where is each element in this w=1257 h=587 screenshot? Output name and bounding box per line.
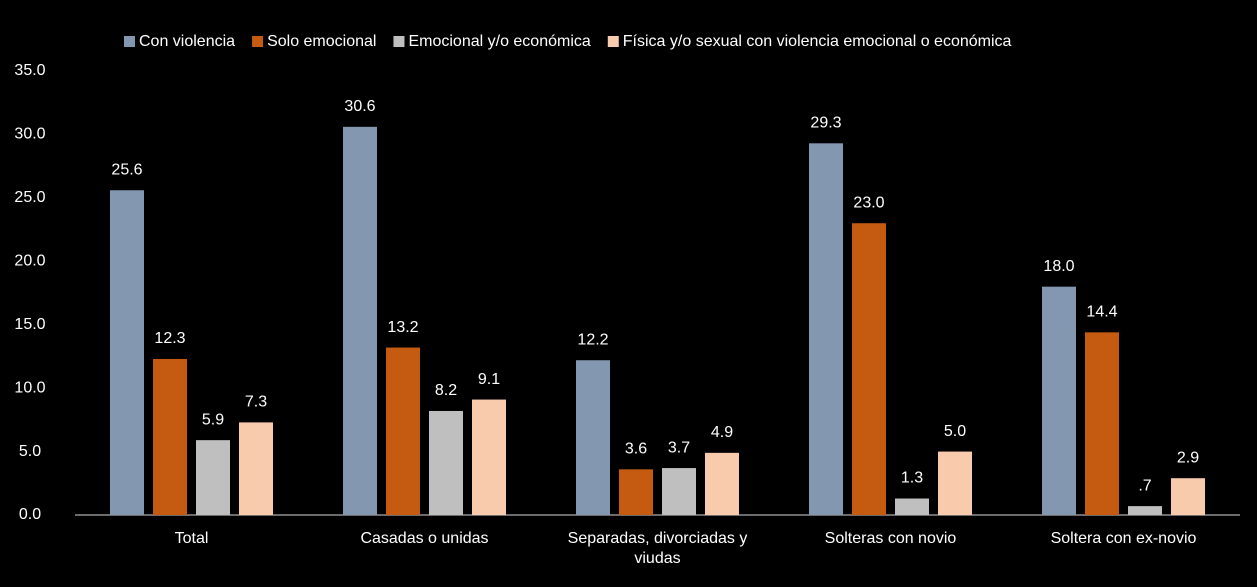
legend-label: Con violencia	[139, 33, 235, 50]
x-tick-label-box: Separadas, divorciadas y viudas	[567, 530, 748, 567]
data-label: 7.3	[245, 394, 267, 411]
data-label: 25.6	[111, 161, 142, 178]
bar	[938, 451, 972, 515]
bar	[1171, 478, 1205, 515]
bar	[576, 360, 610, 515]
x-tick-label: Soltera con ex-novio	[1050, 530, 1197, 547]
bar	[196, 440, 230, 515]
x-tick-label-box: Total	[174, 530, 209, 547]
data-label: 23.0	[853, 194, 884, 211]
legend-swatch	[252, 36, 264, 47]
legend-label: Solo emocional	[267, 33, 376, 50]
data-label: 8.2	[435, 382, 457, 399]
bar	[662, 468, 696, 515]
data-label: 12.3	[154, 330, 185, 347]
y-tick-label: 30.0	[14, 126, 45, 143]
y-tick-label: 10.0	[14, 379, 45, 396]
data-label: 2.9	[1177, 449, 1199, 466]
legend-label: Física y/o sexual con violencia emociona…	[623, 33, 1012, 50]
bar	[809, 143, 843, 515]
x-tick-label: Solteras con novio	[824, 530, 957, 547]
x-tick-label: Total	[174, 530, 209, 547]
data-label: 1.3	[901, 470, 923, 487]
x-tick-label-box: Casadas o unidas	[360, 530, 489, 547]
data-label: 4.9	[711, 424, 733, 441]
data-label: 29.3	[810, 115, 841, 132]
y-tick-label: 25.0	[14, 189, 45, 206]
data-label: 5.0	[944, 423, 966, 440]
x-tick-label-box: Soltera con ex-novio	[1050, 530, 1197, 547]
data-label: 3.6	[625, 441, 647, 458]
legend-swatch	[393, 36, 405, 47]
data-label: 14.4	[1086, 304, 1117, 321]
x-tick-label: Casadas o unidas	[360, 530, 489, 547]
data-label: 3.7	[668, 439, 690, 456]
bar	[153, 358, 187, 515]
data-label: 30.6	[344, 98, 375, 115]
y-tick-label: 0.0	[19, 506, 41, 523]
data-label: 12.2	[577, 331, 608, 348]
data-label: .7	[1138, 477, 1151, 494]
legend-label: Emocional y/o económica	[408, 33, 590, 50]
x-tick-label-box: Solteras con novio	[824, 530, 957, 547]
y-tick-label: 20.0	[14, 253, 45, 270]
bar	[895, 498, 929, 515]
bar	[239, 422, 273, 515]
y-tick-label: 5.0	[19, 443, 41, 460]
bar	[110, 190, 144, 515]
legend-swatch	[124, 36, 135, 47]
bar	[852, 223, 886, 515]
bar	[1042, 286, 1076, 515]
bar	[343, 126, 377, 516]
bar	[472, 399, 506, 515]
bar	[1128, 506, 1162, 515]
bar	[1085, 332, 1119, 515]
y-tick-label: 15.0	[14, 316, 45, 333]
bar	[429, 410, 463, 515]
legend-swatch	[607, 36, 619, 47]
bar	[386, 347, 420, 515]
data-label: 13.2	[387, 319, 418, 336]
bar	[619, 469, 653, 515]
y-tick-label: 35.0	[14, 62, 45, 79]
data-label: 9.1	[478, 371, 500, 388]
data-label: 18.0	[1043, 258, 1074, 275]
data-label: 5.9	[202, 411, 224, 428]
bar	[705, 452, 739, 515]
x-tick-label: Separadas, divorciadas y viudas	[567, 530, 748, 567]
